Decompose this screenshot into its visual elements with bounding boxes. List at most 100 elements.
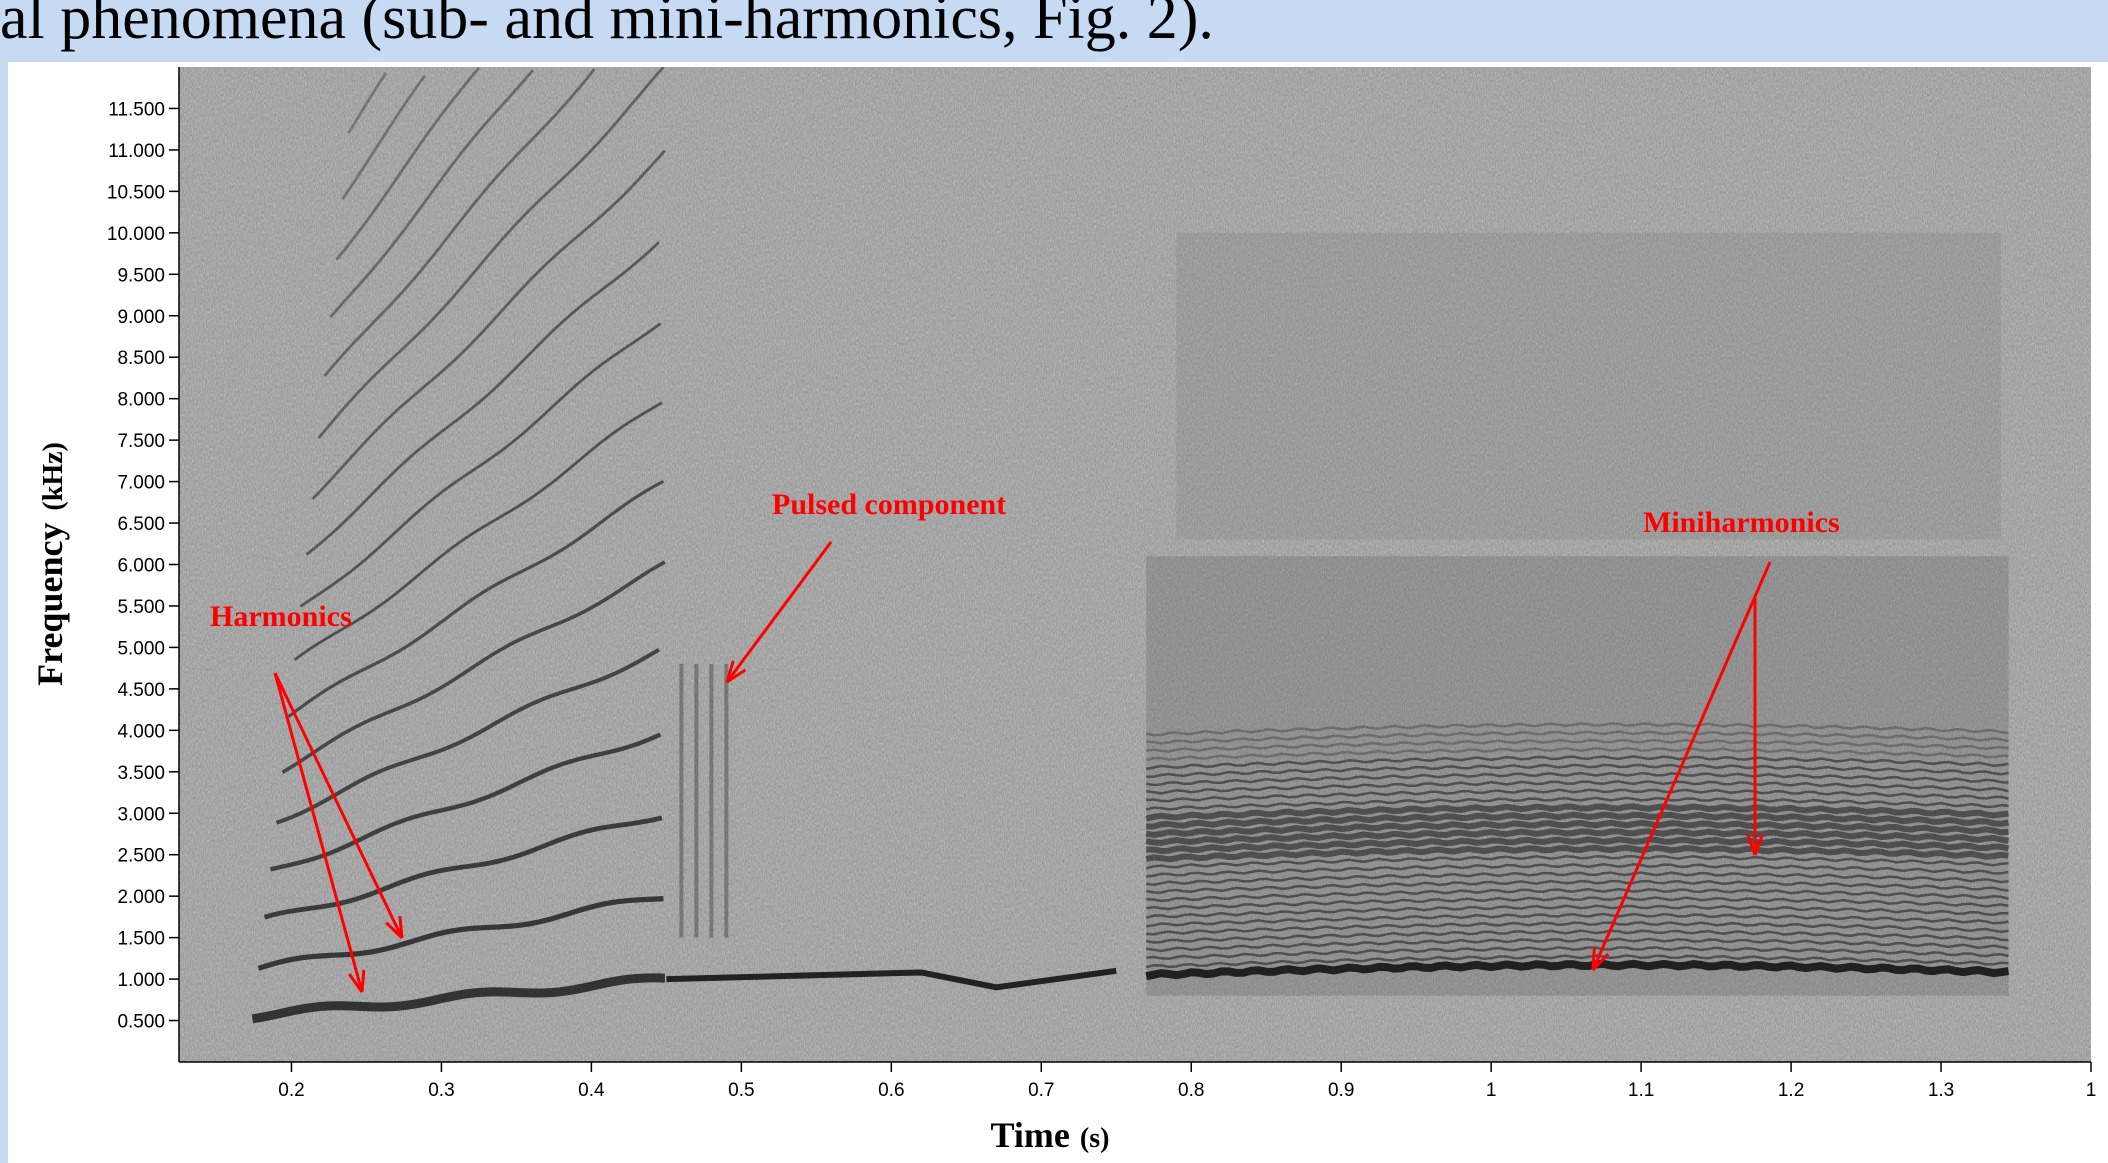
miniharmonic-band [1145,929,2009,944]
x-tick-label: 1.3 [1928,1080,1954,1101]
x-tick-label: 1.1 [1628,1080,1654,1101]
harmonic-band [329,69,534,318]
y-tick-label: 10.500 [107,182,165,203]
harmonic-band [305,241,660,556]
y-tick-label: 3.000 [117,804,165,825]
miniharmonic-band [1146,788,2009,803]
miniharmonic-band [1145,828,2010,847]
arrowhead [348,969,366,993]
arrowhead [725,660,747,684]
miniharmonic-band [1145,854,2009,870]
harmonic-band [251,973,666,1024]
harmonic-band [270,732,662,872]
miniharmonic-band [1146,912,2009,928]
harmonic-band [299,322,662,608]
y-label: Frequency [30,523,70,686]
miniharmonic-band [1146,937,2009,953]
harmonic-band [323,68,596,377]
annotation: Miniharmonics [1643,506,1840,539]
miniharmonic-band [1146,871,2009,886]
miniharmonic-band [1146,836,2010,855]
x-tick-label: 0.8 [1178,1080,1204,1101]
x-tick-label: 0.4 [578,1080,605,1101]
x-tick-label: 0.6 [878,1080,904,1101]
y-tick-label: 5.500 [117,597,165,618]
harmonic-band [335,67,480,261]
miniharmonic-band [1145,819,2009,838]
spectrogram-noise [179,67,2091,1062]
miniharmonic-band [1145,879,2009,894]
x-tick-label: 0.9 [1328,1080,1354,1101]
y-tick-label: 1.000 [117,970,165,991]
x-tick-label: 0.7 [1028,1080,1054,1101]
harmonic-band [275,648,660,825]
harmonic-band [263,815,663,920]
x-tick-label: 0.3 [428,1080,454,1101]
x-tick-label: 0.2 [278,1080,304,1101]
miniharmonic-band [1145,844,2009,863]
y-tick-label: 7.000 [117,473,165,494]
miniharmonic-band [1145,959,2010,981]
y-tick-label: 11.000 [108,141,165,162]
y-tick-label: 5.000 [117,638,165,659]
miniharmonic-band [1145,954,2009,969]
miniharmonic-band [1146,863,2009,878]
annotation-arrow [725,541,833,683]
spectrogram [179,67,2091,1062]
harmonic-band [347,72,388,134]
harmonic-band [287,479,665,718]
harmonic-band [341,74,427,200]
x-label: Time [991,1115,1070,1155]
miniharmonic-band [1146,730,2009,745]
y-tick-label: 2.500 [117,846,165,867]
annotation: Pulsed component [772,488,1006,521]
annotation-arrow [273,672,364,993]
miniharmonic-band [1145,904,2009,920]
annotation-arrow [273,672,404,939]
plot-area: 0.500 1.000 1.500 2.000 2.500 3.000 3.500 4.000… [107,67,2096,1101]
miniharmonic-band [1146,921,2009,936]
miniharmonic-band [1146,780,2009,795]
miniharmonic-band [1146,763,2009,779]
y-tick-label: 3.500 [117,763,165,784]
y-tick-label: 8.500 [117,348,165,369]
x-unit: (s) [1080,1123,1110,1154]
y-tick-label: 2.000 [117,887,165,908]
x-tick-label: 1.2 [1778,1080,1804,1101]
y-tick-label: 1.500 [117,929,165,950]
miniharmonic-band [1145,796,2009,811]
arrowhead [1746,833,1764,856]
miniharmonic-band [1145,755,2009,771]
y-tick-label: 9.500 [117,265,165,286]
arrowhead [1591,947,1610,972]
x-tick-label: 0.5 [728,1080,754,1101]
miniharmonic-band [1146,738,2009,753]
harmonic-band [311,149,666,500]
x-axis-title: Time (s) [991,1115,1110,1155]
miniharmonic-band [1145,722,2009,737]
annotation-arrow [1591,561,1772,971]
harmonic-band [293,401,663,662]
y-tick-label: 8.000 [117,390,165,411]
spectrogram-shade [1176,232,2002,540]
y-tick-label: 6.000 [117,556,165,577]
arrowhead [385,915,404,940]
miniharmonic-band [1146,811,2010,830]
miniharmonic-band [1146,896,2009,911]
harmonic-band [666,967,1117,991]
harmonic-band [257,896,664,971]
y-tick-label: 4.500 [117,680,165,701]
y-tick-label: 0.500 [117,1012,165,1033]
y-tick-label: 6.500 [117,514,165,535]
miniharmonic-band [1145,771,2009,787]
y-axis-title: Frequency (kHz) [30,442,70,686]
y-tick-label: 7.500 [117,431,165,452]
miniharmonic-band [1146,887,2009,903]
y-tick-label: 11.500 [108,99,165,120]
miniharmonic-band [1146,946,2009,961]
harmonic-band [281,560,666,774]
x-tick-label: 1 [1486,1080,1497,1101]
y-unit: (kHz) [38,442,69,510]
